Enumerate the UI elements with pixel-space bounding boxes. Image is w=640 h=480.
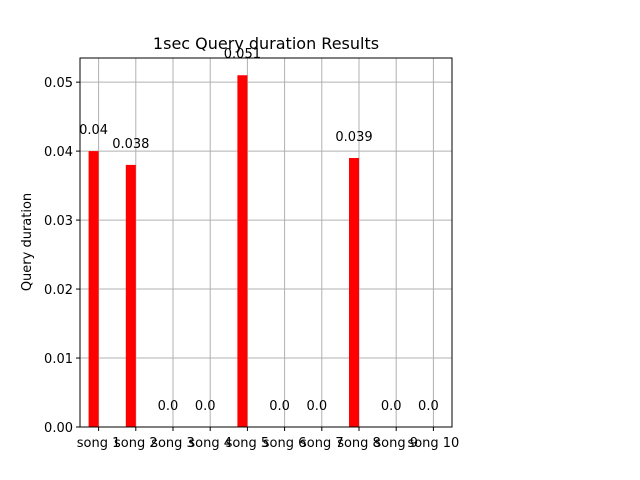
data-label: 0.0: [381, 399, 402, 414]
bar: [237, 75, 248, 428]
x-tick-label: song 2: [114, 436, 158, 451]
y-tick-label: 0.01: [44, 352, 73, 367]
data-label: 0.039: [335, 130, 372, 145]
data-labels: 0.04 0.038 0.0 0.0 0.051 0.0 0.0 0.039 0.0 0.0: [79, 47, 439, 414]
y-tick-label: 0.02: [44, 283, 73, 298]
data-label: 0.038: [112, 137, 149, 152]
y-axis-label: Query duration: [20, 193, 35, 291]
plot-frame: [79, 57, 453, 428]
x-tick-label: song 3: [151, 436, 195, 451]
x-tick-label: song 1: [77, 436, 121, 451]
bar: [125, 164, 136, 427]
x-tick-label: song 8: [337, 436, 381, 451]
data-label: 0.051: [224, 47, 261, 62]
data-label: 0.0: [306, 399, 327, 414]
x-tick-label: song 9: [374, 436, 418, 451]
data-label: 0.0: [418, 399, 439, 414]
bar: [88, 151, 99, 427]
chart-title: 1sec Query duration Results: [153, 34, 379, 53]
bar: [349, 158, 359, 427]
x-tick-label: song 5: [226, 436, 270, 451]
y-tick-label: 0.00: [44, 421, 73, 436]
data-label: 0.0: [269, 399, 290, 414]
y-tick-label: 0.05: [44, 76, 73, 91]
y-tick-label: 0.04: [44, 145, 73, 160]
bars: [88, 75, 359, 428]
x-tick-label: song 7: [300, 436, 344, 451]
data-label: 0.0: [158, 399, 179, 414]
x-tick-label: song 4: [188, 436, 232, 451]
data-label: 0.04: [79, 123, 108, 138]
data-label: 0.0: [195, 399, 216, 414]
y-tick-label: 0.03: [44, 214, 73, 229]
x-tick-label: song 6: [263, 436, 307, 451]
x-tick-label: song 10: [407, 436, 459, 451]
